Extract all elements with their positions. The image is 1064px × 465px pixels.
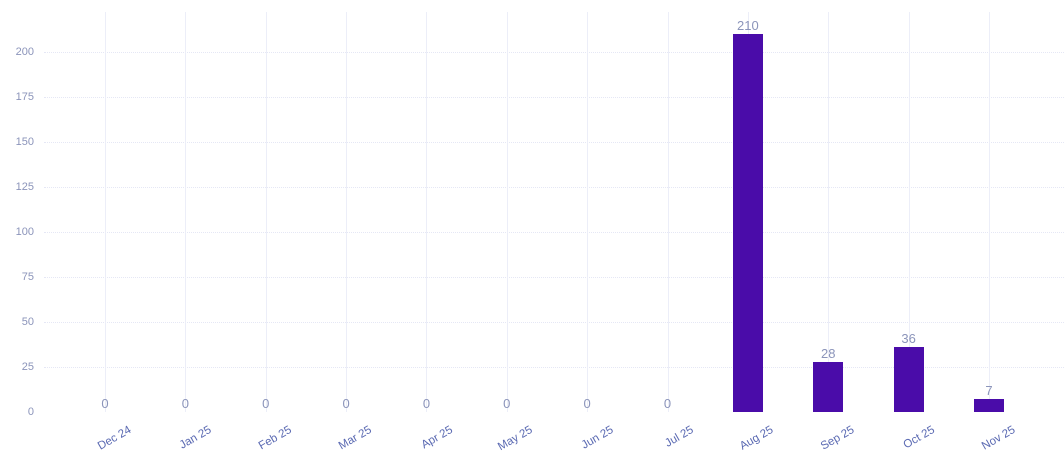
h-gridline xyxy=(44,142,1064,143)
y-tick-label: 50 xyxy=(21,316,34,328)
bar-value-label: 36 xyxy=(901,331,916,347)
h-gridline xyxy=(44,367,1064,368)
v-gridline xyxy=(988,12,990,412)
bar[interactable] xyxy=(973,399,1004,412)
y-tick-label: 25 xyxy=(21,361,34,373)
y-tick-label: 200 xyxy=(15,46,34,58)
bar-value-label: 0 xyxy=(262,396,270,411)
bar-value-label: 0 xyxy=(503,396,511,411)
y-tick-label: 125 xyxy=(15,181,34,193)
x-tick-label: Dec 24 xyxy=(95,424,133,453)
h-gridline xyxy=(44,322,1064,323)
x-tick-label: Nov 25 xyxy=(979,424,1017,453)
y-tick-label: 100 xyxy=(15,226,34,238)
v-gridline xyxy=(828,12,830,412)
x-tick-label: Oct 25 xyxy=(901,424,937,452)
bar-value-label: 28 xyxy=(821,345,836,361)
bar[interactable] xyxy=(893,347,924,412)
v-gridline xyxy=(506,12,508,412)
h-gridline xyxy=(44,52,1064,53)
v-gridline xyxy=(185,12,187,412)
h-gridline xyxy=(44,232,1064,233)
bar[interactable] xyxy=(732,34,763,412)
h-gridline xyxy=(44,187,1064,188)
bar-value-label: 0 xyxy=(422,396,431,411)
bar-value-label: 0 xyxy=(101,396,109,411)
x-tick-label: Apr 25 xyxy=(419,424,455,452)
x-tick-label: Jul 25 xyxy=(662,424,696,450)
bar-value-label: 210 xyxy=(737,18,759,33)
x-tick-label: Mar 25 xyxy=(337,424,375,453)
y-tick-label: 175 xyxy=(15,91,34,103)
bar-value-label: 0 xyxy=(181,396,189,411)
v-gridline xyxy=(346,12,348,412)
x-tick-label: Aug 25 xyxy=(738,424,776,453)
x-tick-label: Jun 25 xyxy=(579,424,616,452)
v-gridline xyxy=(265,12,267,412)
v-gridline xyxy=(667,12,669,412)
bar-value-label: 0 xyxy=(342,396,350,411)
y-tick-label: 0 xyxy=(27,406,34,418)
h-gridline xyxy=(44,277,1064,278)
bar-value-label: 7 xyxy=(985,383,993,399)
y-tick-label: 150 xyxy=(15,136,34,148)
v-gridline xyxy=(908,12,910,412)
h-gridline xyxy=(44,97,1064,98)
v-gridline xyxy=(587,12,589,412)
v-gridline xyxy=(426,12,428,412)
x-tick-label: Jan 25 xyxy=(177,424,214,452)
bar-value-label: 0 xyxy=(583,396,591,411)
x-tick-label: Feb 25 xyxy=(256,424,294,453)
bar-value-label: 0 xyxy=(663,396,672,411)
y-tick-label: 75 xyxy=(21,271,34,283)
x-tick-label: Sep 25 xyxy=(818,424,857,453)
bar[interactable] xyxy=(813,361,844,412)
v-gridline xyxy=(105,12,106,412)
x-tick-label: May 25 xyxy=(496,424,535,454)
